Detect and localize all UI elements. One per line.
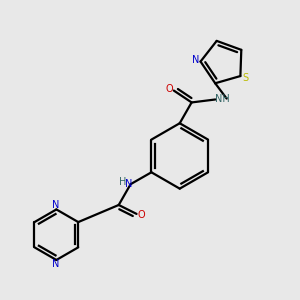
Text: S: S <box>243 73 249 82</box>
Text: N: N <box>52 259 59 269</box>
Text: N: N <box>52 200 59 210</box>
Text: NH: NH <box>214 94 229 104</box>
Text: O: O <box>137 210 145 220</box>
Text: O: O <box>165 84 173 94</box>
Text: N: N <box>125 179 133 190</box>
Text: H: H <box>118 177 126 187</box>
Text: N: N <box>191 55 199 65</box>
